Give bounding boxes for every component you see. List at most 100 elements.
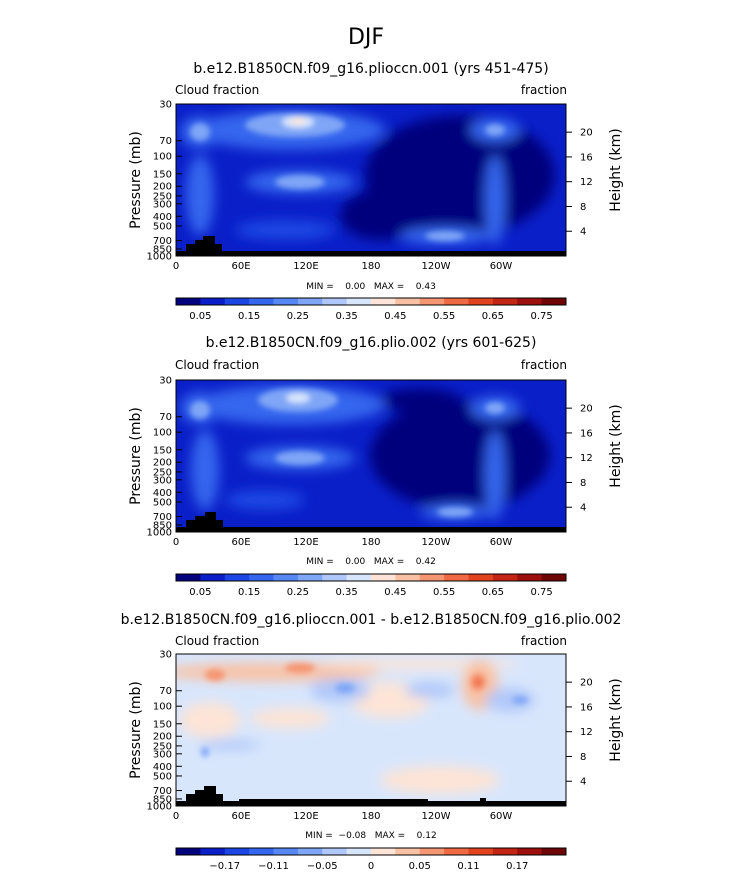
y-tick-label: 150 <box>153 169 172 180</box>
y-tick-label: 500 <box>153 771 172 782</box>
y-tick-label: 200 <box>153 458 172 469</box>
left-label: Cloud fraction <box>175 634 259 648</box>
right-label: fraction <box>521 634 567 648</box>
x-tick-label: 0 <box>173 811 179 822</box>
contour-field <box>176 104 566 256</box>
colorbar-swatch <box>322 848 348 855</box>
y-tick-label: 400 <box>153 488 172 499</box>
colorbar-label: −0.11 <box>258 861 289 872</box>
x-tick-label: 180 <box>361 261 380 272</box>
colorbar-swatch <box>224 574 250 581</box>
colorbar-swatch <box>224 848 250 855</box>
colorbar-swatch <box>468 574 494 581</box>
x-tick-label: 60W <box>490 811 513 822</box>
colorbar-swatch <box>176 298 201 305</box>
colorbar-swatch <box>249 574 274 581</box>
colorbar-swatch <box>395 298 421 305</box>
x-tick-label: 60W <box>490 261 513 272</box>
colorbar-label: 0.65 <box>482 587 504 598</box>
panel-title: b.e12.B1850CN.f09_g16.plio.002 (yrs 601-… <box>206 335 537 351</box>
colorbar-swatch <box>200 298 226 305</box>
colorbar-swatch <box>346 848 372 855</box>
colorbar-label: 0.55 <box>433 587 455 598</box>
colorbar-swatch <box>273 298 299 305</box>
x-tick-label: 120W <box>422 811 451 822</box>
colorbar-swatch <box>419 848 445 855</box>
y-tick-label: 30 <box>159 650 172 661</box>
colorbar-swatch <box>176 574 201 581</box>
y-tick-label: 700 <box>153 512 172 523</box>
colorbar-label: 0.75 <box>530 311 552 322</box>
y-tick-label: 30 <box>159 376 172 387</box>
x-tick-label: 120E <box>293 537 318 548</box>
colorbar-swatch <box>541 298 567 305</box>
y2-tick-label: 20 <box>580 128 593 139</box>
colorbar-swatch <box>297 298 323 305</box>
y-tick-label: 300 <box>153 749 172 760</box>
colorbar-swatch <box>444 298 469 305</box>
colorbar-swatch <box>346 574 372 581</box>
colorbar-label: −0.17 <box>209 861 240 872</box>
colorbar-swatch <box>371 848 396 855</box>
colorbar-swatch <box>419 298 445 305</box>
y2-tick-label: 8 <box>580 478 586 489</box>
y-tick-label: 150 <box>153 445 172 456</box>
x-tick-label: 60W <box>490 537 513 548</box>
colorbar-swatch <box>492 848 518 855</box>
y2-tick-label: 12 <box>580 453 593 464</box>
colorbar-swatch <box>541 574 567 581</box>
y2-tick-label: 16 <box>580 152 593 163</box>
colorbar-swatch <box>395 848 421 855</box>
colorbar-label: 0.35 <box>335 311 357 322</box>
colorbar-swatch <box>492 574 518 581</box>
colorbar-label: 0.45 <box>384 587 406 598</box>
y-tick-label: 1000 <box>147 252 172 263</box>
y-tick-label: 300 <box>153 475 172 486</box>
right-label: fraction <box>521 83 567 97</box>
min-max-stats: MIN = −0.08 MAX = 0.12 <box>305 831 436 841</box>
colorbar: −0.17 −0.11 −0.05 0 0.05 0.11 0.17 <box>175 847 567 872</box>
colorbar-swatch <box>200 574 226 581</box>
colorbar-label: 0.15 <box>238 587 260 598</box>
x-tick-label: 120W <box>422 537 451 548</box>
colorbar-swatch <box>419 574 445 581</box>
x-tick-label: 60E <box>231 811 250 822</box>
y-tick-label: 200 <box>153 182 172 193</box>
min-max-stats: MIN = 0.00 MAX = 0.43 <box>306 282 436 292</box>
y-tick-label: 300 <box>153 199 172 210</box>
colorbar-swatch <box>297 848 323 855</box>
y-tick-label: 400 <box>153 762 172 773</box>
y-tick-label: 70 <box>159 136 172 147</box>
topography-mask <box>176 512 566 532</box>
y-tick-label: 850 <box>153 244 172 255</box>
y-axis-label: Pressure (mb) <box>128 131 144 229</box>
colorbar: 0.05 0.15 0.25 0.35 0.45 0.55 0.65 0.75 <box>175 573 567 598</box>
y-axis-label: Pressure (mb) <box>128 407 144 505</box>
y-tick-label: 250 <box>153 467 172 478</box>
colorbar-label: 0.25 <box>287 311 309 322</box>
colorbar-swatch <box>517 848 543 855</box>
contour-field <box>176 654 566 806</box>
y-tick-label: 850 <box>153 520 172 531</box>
y2-tick-label: 16 <box>580 702 593 713</box>
colorbar: 0.05 0.15 0.25 0.35 0.45 0.55 0.65 0.75 <box>175 297 567 322</box>
colorbar-swatch <box>346 298 372 305</box>
y-tick-label: 150 <box>153 719 172 730</box>
y2-tick-label: 4 <box>580 503 586 514</box>
colorbar-swatch <box>371 574 396 581</box>
colorbar-swatch <box>468 298 494 305</box>
x-tick-label: 180 <box>361 811 380 822</box>
y-tick-label: 100 <box>153 152 172 163</box>
y-tick-label: 500 <box>153 221 172 232</box>
x-tick-label: 120E <box>293 811 318 822</box>
colorbar-frame <box>175 297 567 306</box>
colorbar-swatch <box>517 298 543 305</box>
colorbar-label: 0.15 <box>238 311 260 322</box>
y-tick-label: 850 <box>153 794 172 805</box>
colorbar-swatch <box>249 848 274 855</box>
colorbar-label: 0.75 <box>530 587 552 598</box>
panel-title: b.e12.B1850CN.f09_g16.plioccn.001 (yrs 4… <box>193 61 548 77</box>
colorbar-swatch <box>468 848 494 855</box>
